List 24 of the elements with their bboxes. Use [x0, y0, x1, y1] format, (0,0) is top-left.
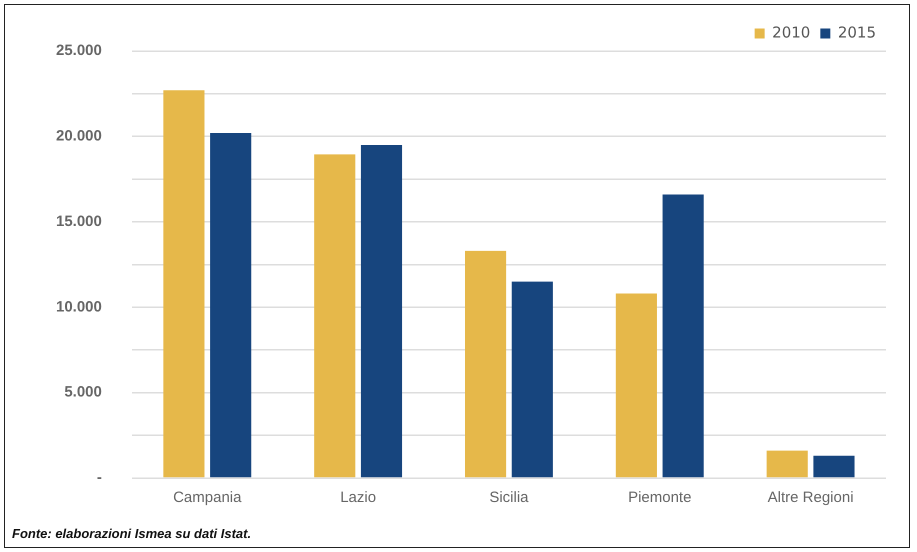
x-tick-label: Sicilia [489, 489, 530, 506]
legend-label: 2010 [772, 23, 810, 42]
bar [464, 250, 506, 478]
x-tick-label: Piemonte [628, 489, 692, 506]
y-tick-label: 25.000 [56, 42, 102, 60]
y-tick-label: - [96, 469, 102, 486]
y-tick-label: 20.000 [56, 128, 102, 145]
y-tick-label: 15.000 [56, 212, 102, 230]
bar [314, 154, 356, 478]
legend-label: 2015 [838, 23, 876, 42]
bar [360, 144, 402, 478]
x-tick-label: Lazio [340, 489, 376, 506]
bar [662, 194, 704, 478]
y-tick-label: 5.000 [64, 384, 102, 401]
source-note: Fonte: elaborazioni Ismea su dati Istat. [12, 526, 252, 541]
y-tick-label: 10.000 [56, 298, 102, 316]
bar [813, 456, 855, 478]
bar [163, 90, 204, 478]
bar [616, 294, 657, 478]
bar [512, 282, 553, 478]
x-tick-label: Altre Regioni [768, 489, 854, 506]
bar [210, 132, 252, 478]
bar [766, 450, 808, 478]
x-tick-label: Campania [173, 489, 242, 506]
